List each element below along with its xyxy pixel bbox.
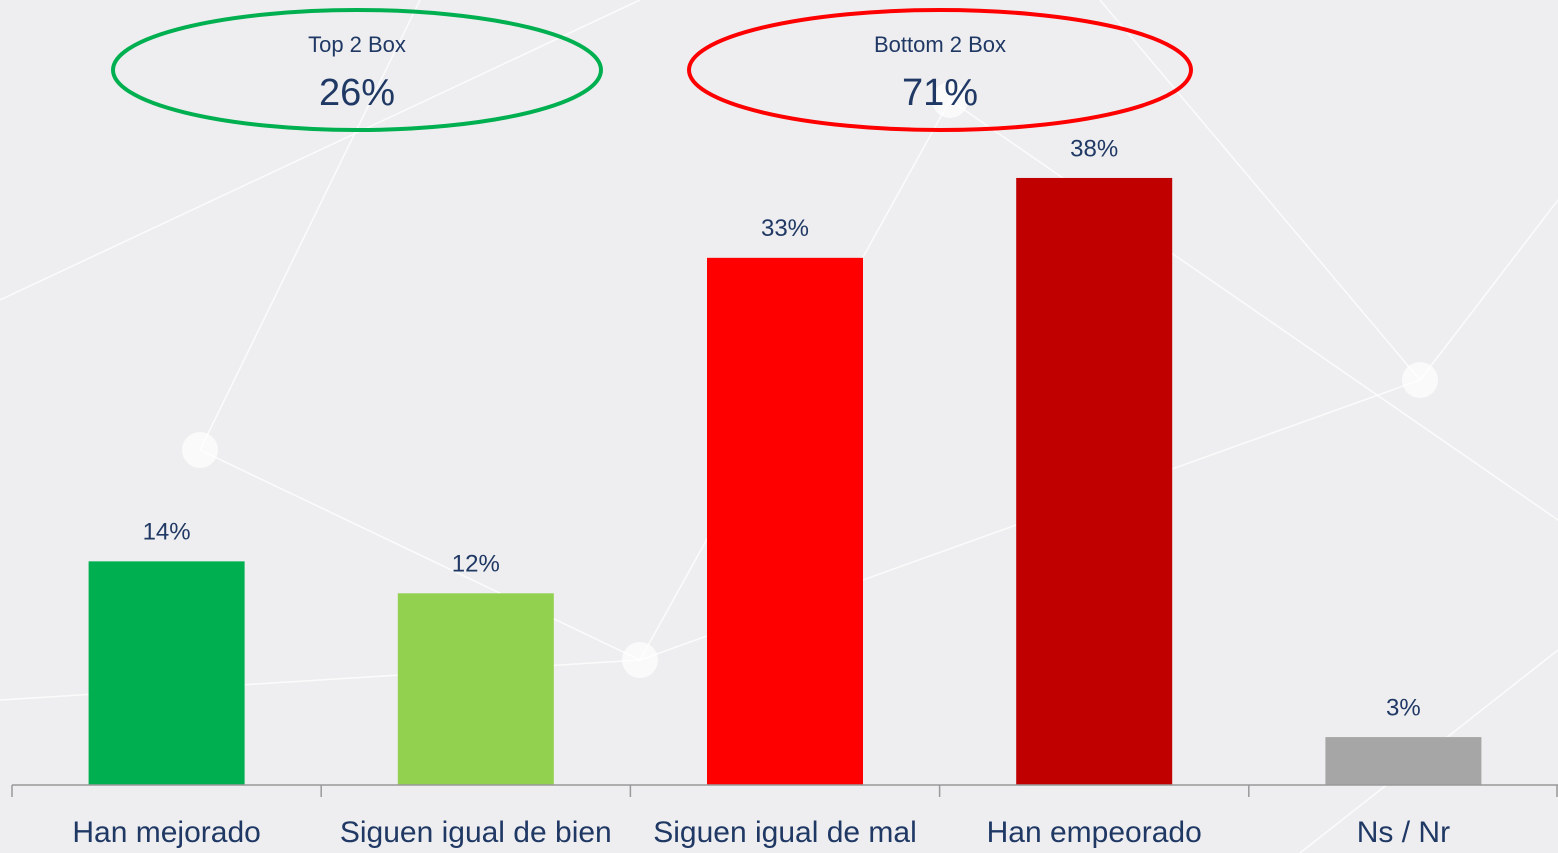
bar [88, 561, 245, 785]
x-tick-label: Ns / Nr [1357, 816, 1450, 849]
annotation-value: 26% [319, 72, 395, 114]
annotation-title: Top 2 Box [308, 32, 406, 57]
data-label: 12% [452, 551, 500, 578]
data-label: 14% [143, 519, 191, 546]
data-label: 3% [1386, 694, 1421, 721]
annotation-ellipse [687, 8, 1193, 132]
annotation-ellipse [111, 8, 603, 132]
data-label: 33% [761, 215, 809, 242]
bar [707, 257, 863, 785]
x-tick-label: Han mejorado [72, 816, 260, 849]
bar [397, 593, 554, 785]
data-label: 38% [1070, 135, 1118, 162]
bar [1016, 177, 1173, 785]
x-tick-label: Siguen igual de mal [653, 816, 917, 849]
annotation-value: 71% [902, 72, 978, 114]
x-tick-label: Siguen igual de bien [340, 816, 612, 849]
bar [1325, 737, 1482, 785]
annotation-title: Bottom 2 Box [874, 32, 1006, 57]
x-tick-label: Han empeorado [987, 816, 1202, 849]
